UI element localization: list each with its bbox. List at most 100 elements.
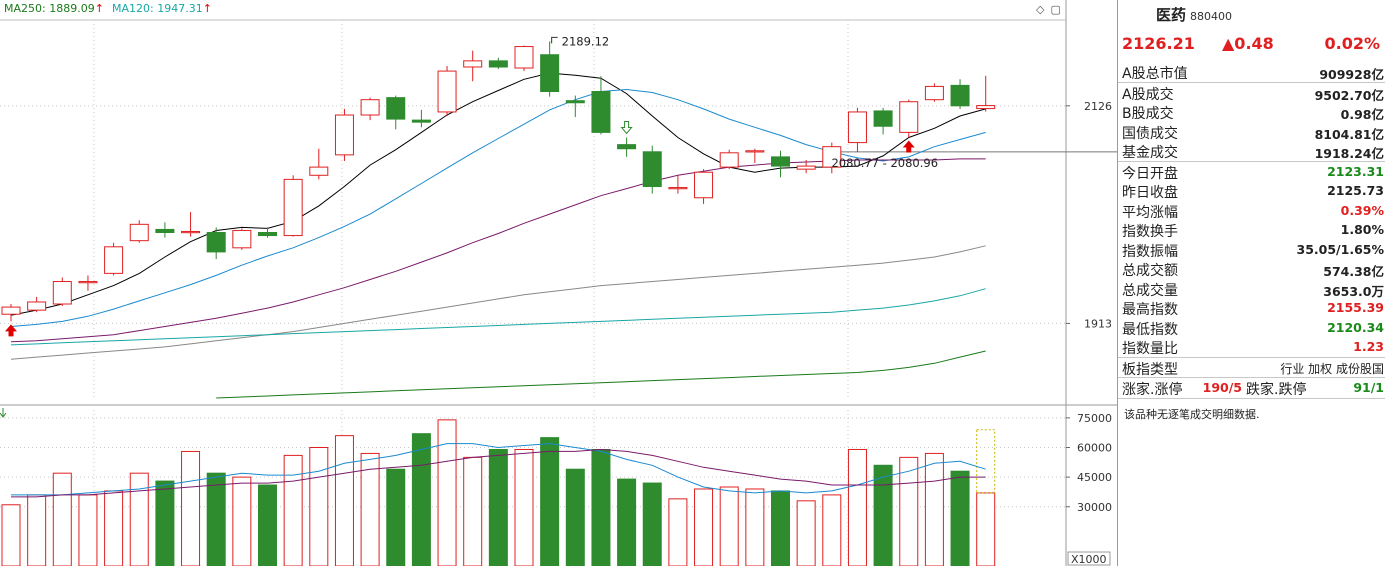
volume-bar	[206, 472, 226, 566]
volume-bar	[847, 448, 867, 566]
stat-row: A股成交 9502.70亿	[1118, 83, 1385, 103]
window-icon[interactable]: ▢	[1050, 3, 1061, 16]
stat-row: 平均涨幅 0.39%	[1118, 201, 1385, 221]
stat-value: 2125.73	[1327, 183, 1384, 198]
stat-row: A股总市值 909928亿	[1118, 62, 1385, 83]
ma-line	[10, 158, 986, 343]
diamond-icon[interactable]: ◇	[1036, 3, 1045, 16]
index-name: 医药	[1156, 6, 1187, 24]
ma120-legend: MA120: 1947.31↑	[112, 2, 212, 15]
candle-body	[668, 187, 688, 190]
volume-bar	[617, 478, 637, 566]
sell-signal-icon	[620, 120, 633, 135]
ma120-value: MA120: 1947.31	[112, 2, 203, 15]
volume-ma-line	[11, 448, 986, 498]
volume-bar	[258, 484, 277, 566]
volume-bar	[950, 470, 970, 566]
volume-tick-label: 45000	[1077, 471, 1112, 484]
stat-label: B股成交	[1122, 106, 1174, 122]
up-arrow-icon: ↑	[94, 2, 104, 15]
candle-body	[232, 229, 252, 249]
candle-body	[27, 301, 47, 311]
index-title: 医药 880400	[1156, 4, 1232, 25]
candle-body	[309, 166, 329, 176]
candle-body	[976, 105, 996, 110]
volume-unit-label: X1000	[1071, 553, 1107, 566]
stat-row: 最低指数 2120.34	[1118, 318, 1385, 338]
ma-line	[10, 245, 986, 360]
stat-row: 国债成交 8104.81亿	[1118, 122, 1385, 142]
candle-body	[283, 178, 303, 237]
stat-label: A股总市值	[1122, 66, 1188, 82]
ma-line	[10, 72, 986, 316]
stat-label: 基金成交	[1122, 145, 1178, 161]
volume-bar	[976, 492, 996, 566]
candle-body	[360, 99, 380, 116]
volume-bar	[1, 504, 21, 566]
stat-label: 板指类型	[1122, 361, 1178, 378]
stat-row: 今日开盘 2123.31	[1118, 162, 1385, 182]
stat-value: 2155.39	[1327, 300, 1384, 315]
volume-bar	[104, 490, 124, 566]
stat-label: A股成交	[1122, 86, 1174, 103]
stat-row: 基金成交 1918.24亿	[1118, 141, 1385, 162]
volume-bar	[78, 494, 98, 566]
projected-volume	[976, 429, 996, 494]
stat-value: 行业 加权 成份股国	[1280, 361, 1384, 376]
volume-bar	[334, 435, 354, 566]
stat-value: 909928亿	[1319, 67, 1384, 82]
volume-bar	[591, 448, 611, 566]
candle-body	[796, 165, 816, 170]
candle-body	[488, 60, 508, 68]
volume-bar	[437, 419, 457, 566]
volume-bar	[924, 452, 944, 566]
index-code: 880400	[1190, 10, 1233, 23]
stat-label: 昨日收盘	[1122, 185, 1178, 201]
volume-bar	[873, 464, 893, 566]
candle-body	[155, 228, 175, 233]
candle-body	[386, 97, 406, 120]
annotation-leader	[551, 36, 558, 44]
stat-label: 平均涨幅	[1122, 204, 1178, 221]
chart-area[interactable]: 1913 2126 2189.12 2080.77 - 2080.96 30000 450…	[0, 0, 1117, 566]
stat-value: 8104.81亿	[1314, 126, 1384, 142]
volume-bar	[411, 433, 431, 566]
stat-value: 2120.34	[1327, 319, 1384, 335]
candle-body	[565, 100, 585, 104]
candle-body	[334, 114, 354, 156]
stat-value: 0.98亿	[1340, 107, 1384, 122]
price-change-pct: 0.02%	[1324, 34, 1380, 53]
volume-down-arrow-icon	[0, 408, 7, 418]
stat-value: 574.38亿	[1323, 264, 1384, 279]
kline-chart[interactable]: 1913 2126 2189.12 2080.77 - 2080.96 30000 450…	[0, 0, 1117, 566]
stat-row: 指数换手 1.80%	[1118, 220, 1385, 240]
volume-bar	[668, 498, 688, 566]
ma250-legend: MA250: 1889.09↑	[4, 2, 104, 15]
stat-value: 9502.70亿	[1314, 87, 1384, 103]
candle-body	[924, 85, 944, 101]
stat-row: 最高指数 2155.39	[1118, 298, 1385, 318]
candle-body	[129, 223, 149, 242]
volume-bar	[822, 494, 842, 566]
candle-body	[181, 230, 201, 234]
stat-row: 涨家.涨停 190/5 跌家.跌停 91/1	[1118, 378, 1385, 399]
stat-row: 总成交额 574.38亿	[1118, 259, 1385, 279]
candle-body	[540, 54, 560, 93]
stat-label: 最低指数	[1122, 321, 1178, 338]
candle-body	[847, 111, 867, 144]
volume-tick-label: 60000	[1077, 442, 1112, 455]
volume-bar	[232, 476, 252, 566]
no-tick-note: 该品种无逐笔成交明细数据.	[1124, 408, 1260, 421]
buy-signal-icon	[902, 140, 915, 153]
y-tick-label: 1913	[1084, 317, 1112, 330]
stat-value: 1.23	[1353, 339, 1384, 354]
stat-value: 2123.31	[1327, 163, 1384, 179]
stat-row: 昨日收盘 2125.73	[1118, 181, 1385, 201]
candle-body	[463, 60, 483, 68]
buy-signal-icon	[5, 324, 17, 337]
volume-bar	[642, 482, 662, 566]
volume-bar	[129, 472, 149, 566]
stat-row: 总成交量 3653.0万	[1118, 279, 1385, 299]
candle-body	[437, 70, 457, 113]
volume-bar	[155, 480, 175, 566]
